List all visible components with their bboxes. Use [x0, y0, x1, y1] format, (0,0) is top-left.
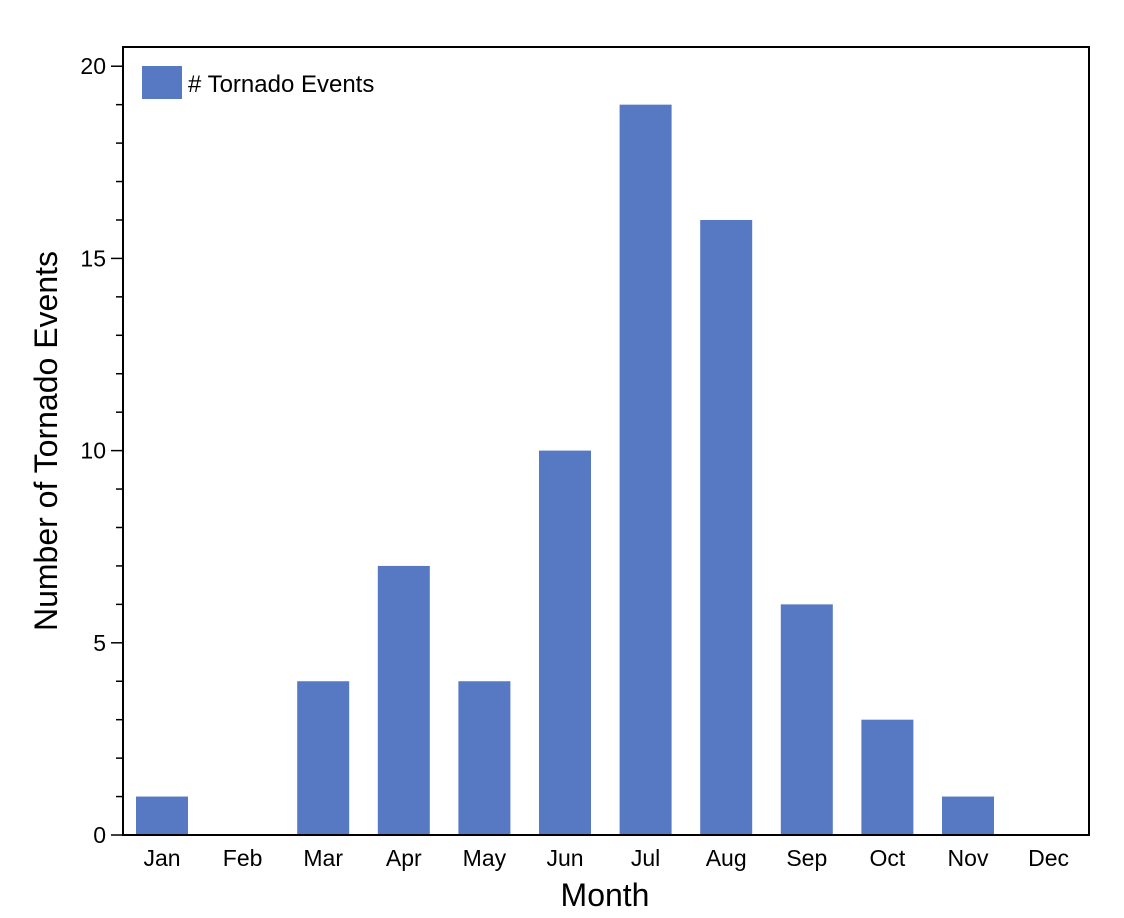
y-tick-label: 5	[93, 630, 106, 656]
bar-jun	[539, 450, 591, 835]
x-tick-label: Apr	[386, 845, 422, 871]
y-tick-label: 10	[80, 438, 106, 464]
x-tick-label: Jul	[631, 845, 660, 871]
x-tick-label: Mar	[303, 845, 343, 871]
bar-sep	[780, 604, 833, 835]
bar-jan	[136, 796, 188, 835]
x-tick-label: Feb	[223, 845, 263, 871]
x-tick-label: Jun	[546, 845, 583, 871]
legend-label: # Tornado Events	[188, 71, 374, 98]
legend: # Tornado Events	[142, 66, 374, 99]
x-tick-label: Oct	[870, 845, 906, 871]
y-tick-label: 20	[80, 53, 106, 79]
bar-nov	[942, 796, 994, 835]
y-tick-label: 0	[93, 822, 106, 848]
x-tick-label: May	[463, 845, 507, 871]
x-tick-label: Nov	[948, 845, 989, 871]
bar-aug	[700, 219, 753, 836]
bar-may	[458, 681, 511, 835]
y-tick-label: 15	[80, 245, 106, 271]
x-tick-label: Dec	[1028, 845, 1069, 871]
bar-apr	[377, 565, 430, 835]
x-axis: Jan Feb Mar Apr May Jun Jul Aug Sep Oct Nov Dec	[143, 845, 1069, 871]
bar-jul	[619, 104, 672, 835]
bar-mar	[297, 681, 350, 835]
x-tick-label: Jan	[143, 845, 180, 871]
x-tick-label: Aug	[706, 845, 747, 871]
legend-swatch	[142, 66, 182, 99]
x-tick-label: Sep	[786, 845, 827, 871]
plot-frame	[122, 46, 1090, 836]
y-axis: 0 5 10 15 20	[80, 53, 123, 848]
y-axis-title: Number of Tornado Events	[28, 251, 64, 631]
bars-group	[136, 104, 994, 836]
bar-oct	[861, 719, 914, 835]
x-axis-title: Month	[561, 877, 650, 913]
